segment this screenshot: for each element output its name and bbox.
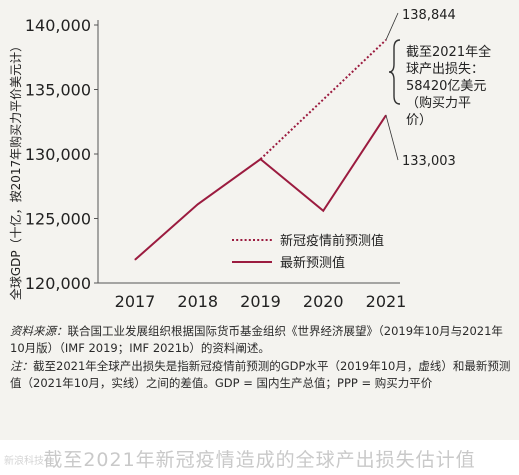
loss-annotation-line: 58420亿美元 <box>406 79 486 94</box>
definition-note: 注：截至2021年全球产出损失是指新冠疫情前预测的GDP水平（2019年10月，… <box>10 358 512 391</box>
latest-value-label: 133,003 <box>402 154 456 169</box>
y-axis-title: 全球GDP（十亿，按2017年购买力平价美元计） <box>8 40 23 300</box>
chart-notes: 资料来源：联合国工业发展组织根据国际货币基金组织《世界经济展望》（2019年10… <box>10 323 512 393</box>
pre-value-leader <box>385 12 399 41</box>
x-tick-label: 2018 <box>177 292 218 311</box>
data-point <box>134 259 136 261</box>
y-tick-label: 140,000 <box>25 16 91 35</box>
data-point <box>322 210 324 212</box>
pre-value-label: 138,844 <box>402 8 456 23</box>
loss-annotation-line: 截至2021年全 <box>406 44 491 60</box>
x-tick-label: 2020 <box>303 292 344 311</box>
y-tick-label: 125,000 <box>25 210 91 229</box>
legend-label-pre: 新冠疫情前预测值 <box>280 233 384 249</box>
gdp-line-chart: 120,000 125,000 130,000 135,000 140,000 2017 2… <box>8 8 491 311</box>
legend-label-latest: 最新预测值 <box>280 255 345 271</box>
source-text: 联合国工业发展组织根据国际货币基金组织《世界经济展望》（2019年10月与202… <box>10 324 503 355</box>
latest-value-leader <box>385 115 399 161</box>
source-note: 资料来源：联合国工业发展组织根据国际货币基金组织《世界经济展望》（2019年10… <box>10 323 512 356</box>
x-tick-label: 2017 <box>115 292 156 311</box>
source-lead: 资料来源： <box>10 324 68 338</box>
loss-brace <box>388 39 401 105</box>
watermark: 新浪科技 <box>4 456 44 467</box>
caption-bar <box>0 440 519 475</box>
note-text: 截至2021年全球产出损失是指新冠疫情前预测的GDP水平（2019年10月，虚线… <box>10 359 511 390</box>
y-tick-label: 130,000 <box>25 145 91 164</box>
loss-annotation-line: 球产出损失： <box>406 62 484 77</box>
figure-caption: 截至2021年新冠疫情造成的全球产出损失估计值 <box>43 449 476 471</box>
x-tick-label: 2021 <box>366 292 407 311</box>
x-tick-label: 2019 <box>240 292 281 311</box>
note-lead: 注： <box>10 359 33 373</box>
loss-annotation-line: 价） <box>406 113 432 128</box>
loss-annotation-line: （购买力平 <box>406 95 471 111</box>
pre-pandemic-series-line <box>259 39 387 160</box>
data-point <box>260 158 261 160</box>
y-tick-label: 120,000 <box>25 274 91 293</box>
data-point <box>197 203 199 205</box>
y-tick-label: 135,000 <box>25 81 91 100</box>
